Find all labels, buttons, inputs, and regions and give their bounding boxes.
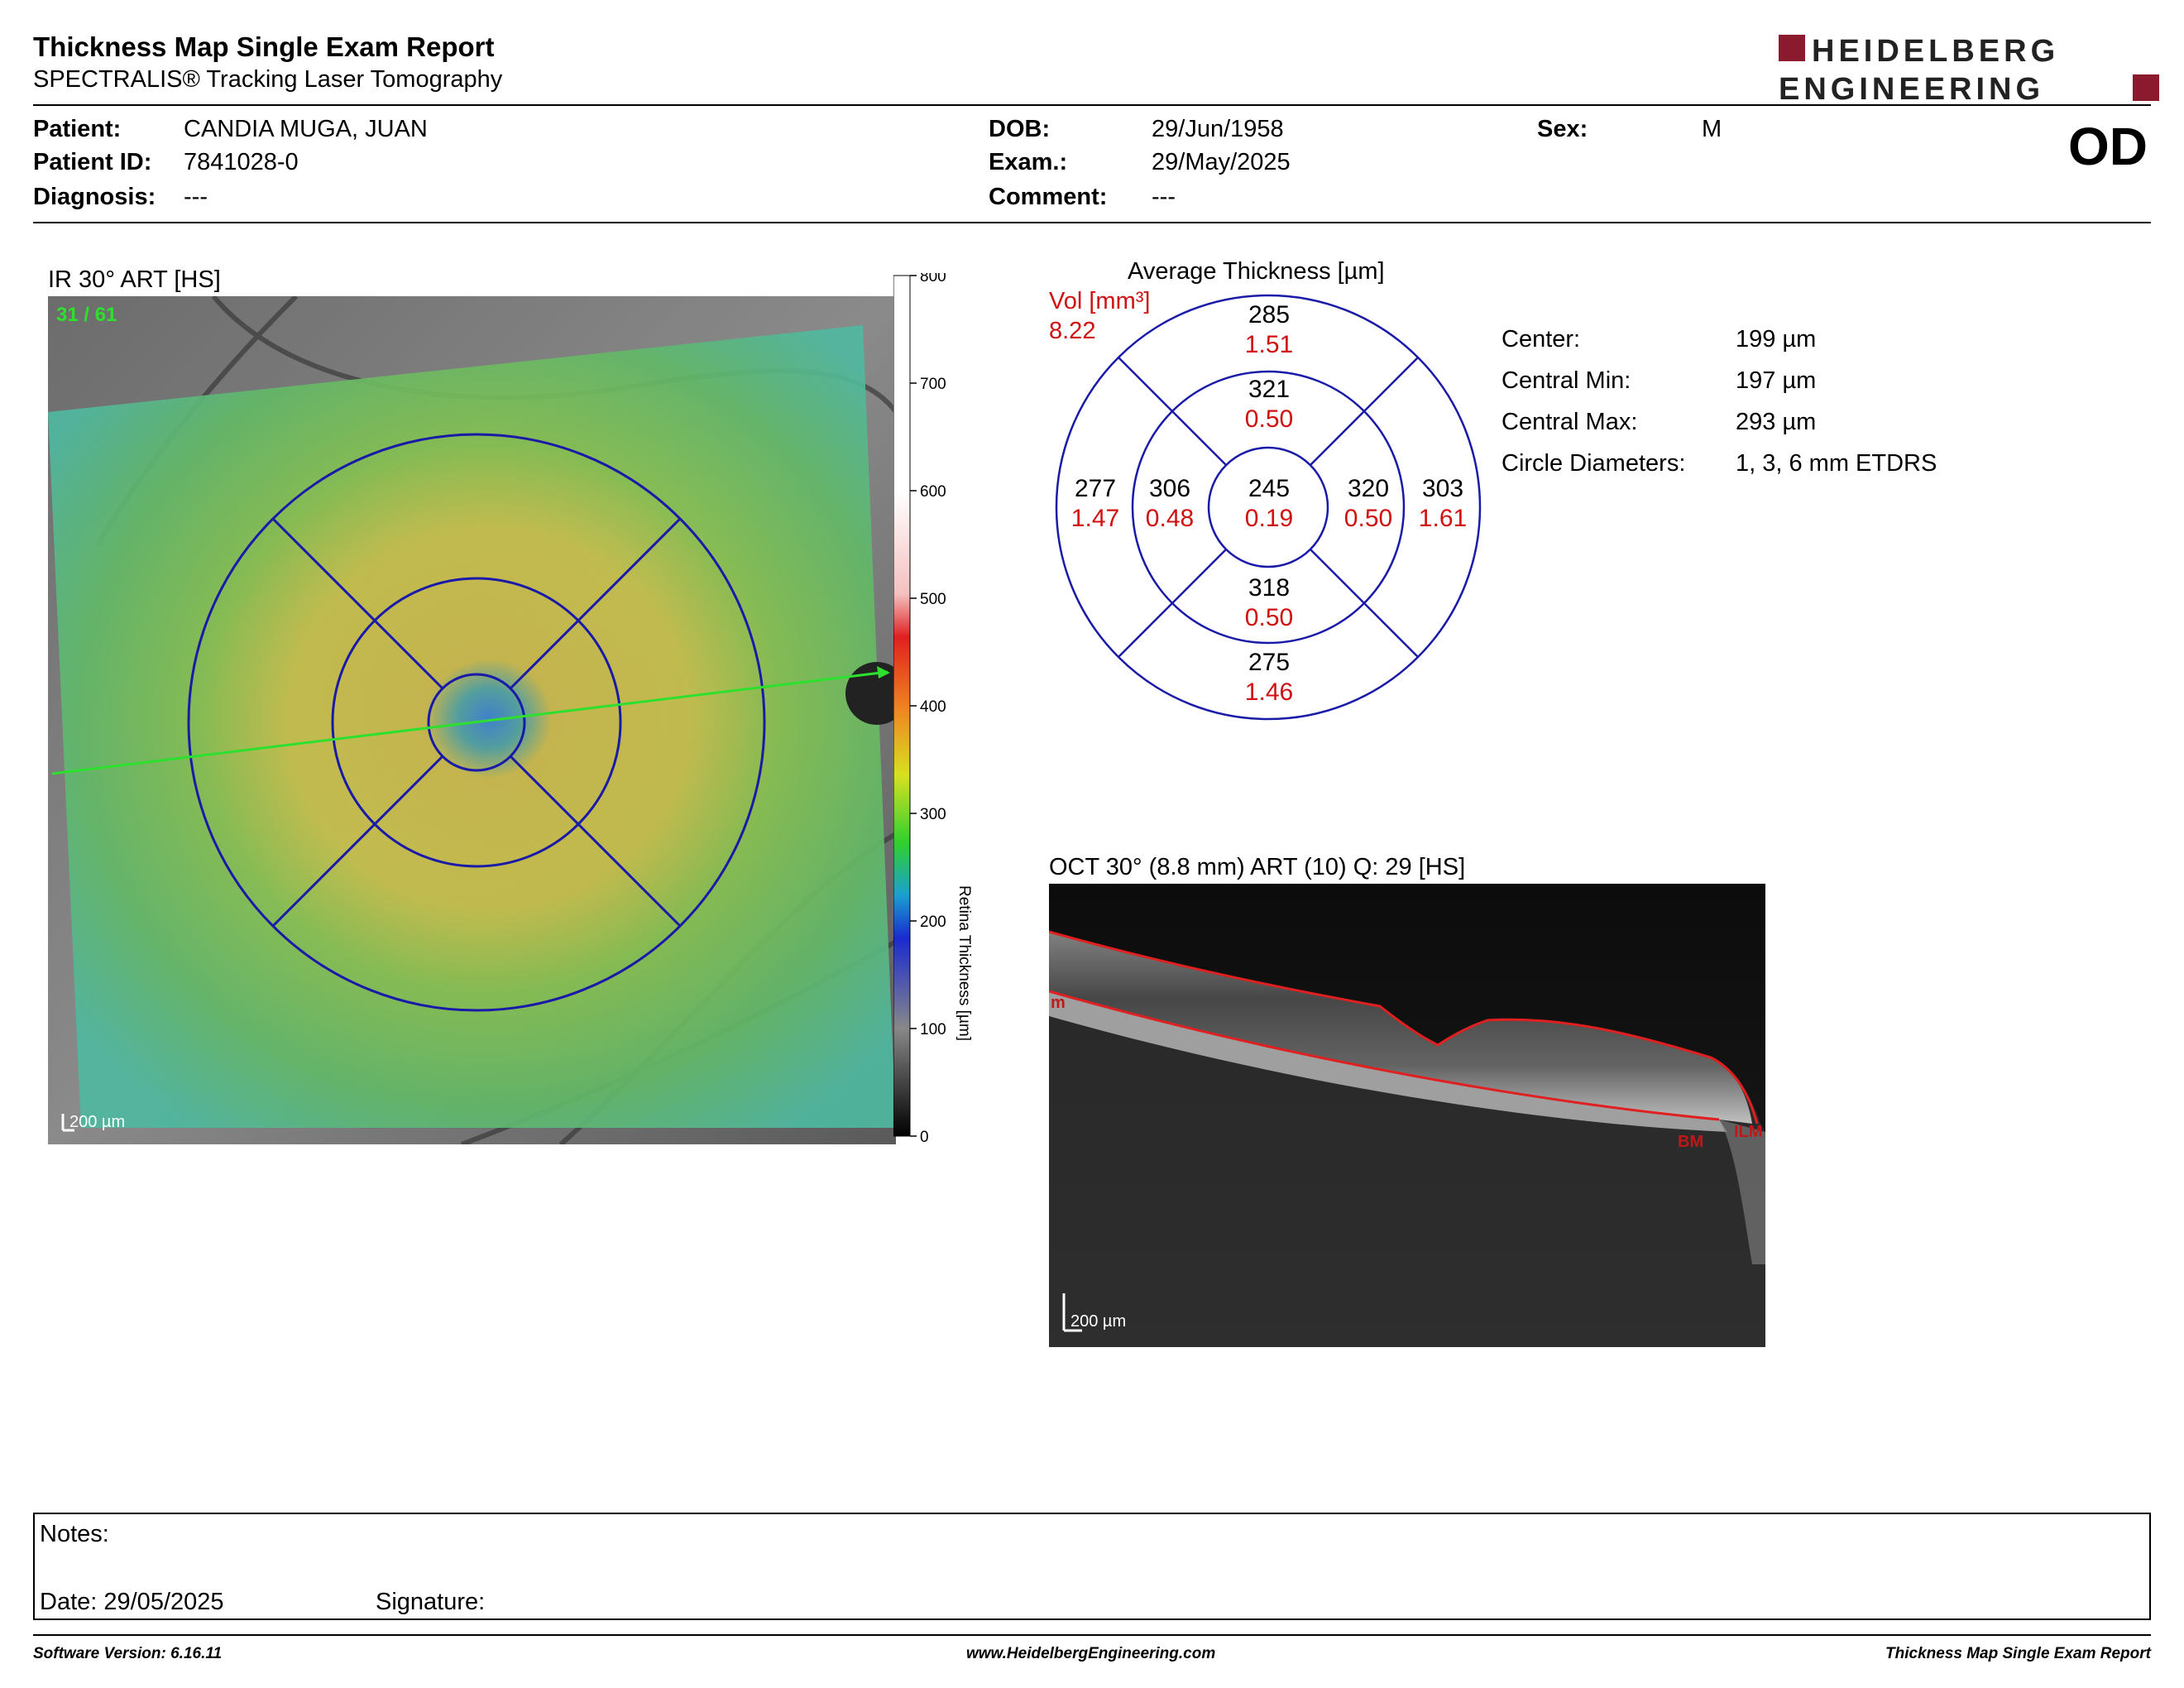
dob-label: DOB: bbox=[989, 116, 1051, 142]
software-version: Software Version: 6.16.11 bbox=[33, 1645, 223, 1662]
outer-nasal-volume: 1.47 bbox=[1070, 505, 1120, 532]
central-max-label: Central Max: bbox=[1502, 409, 1638, 435]
colorbar-label: Retina Thickness [µm] bbox=[956, 885, 973, 1041]
central-min-value: 197 µm bbox=[1736, 367, 1817, 394]
ilm-left-label: m bbox=[1051, 994, 1066, 1012]
colorbar-tick-label: 800 bbox=[920, 273, 946, 285]
scan-line bbox=[51, 670, 888, 775]
sex-label: Sex: bbox=[1537, 116, 1588, 142]
date-label: Date: 29/05/2025 bbox=[40, 1589, 224, 1615]
heidelberg-logo: HEIDELBERG ENGINEERING bbox=[1779, 34, 2159, 106]
colorbar-tick-label: 700 bbox=[920, 376, 946, 393]
outer-inferior-thickness: 275 bbox=[1248, 649, 1291, 676]
etdrs-overlay-grid bbox=[187, 433, 766, 1012]
report-subtitle: SPECTRALIS® Tracking Laser Tomography bbox=[33, 66, 503, 93]
bm-label: BM bbox=[1678, 1133, 1703, 1151]
oct-title: OCT 30° (8.8 mm) ART (10) Q: 29 [HS] bbox=[1049, 854, 1466, 880]
bm-boundary bbox=[1049, 990, 1720, 1121]
exam-value: 29/May/2025 bbox=[1152, 149, 1291, 175]
thickness-colorbar: 800 700 600 500 400 300 200 100 0 Retina Thickne… bbox=[893, 273, 973, 1146]
inner-superior-thickness: 321 bbox=[1248, 376, 1291, 403]
circle-diameters-value: 1, 3, 6 mm ETDRS bbox=[1736, 450, 1937, 477]
outer-nasal-thickness: 277 bbox=[1074, 475, 1117, 502]
exam-label: Exam.: bbox=[989, 149, 1068, 175]
patient-divider bbox=[33, 222, 2151, 223]
oct-scale-label: 200 µm bbox=[1070, 1312, 1126, 1331]
inner-superior-volume: 0.50 bbox=[1244, 405, 1294, 433]
inner-inferior-volume: 0.50 bbox=[1244, 604, 1294, 631]
ir-scale-label: 200 µm bbox=[69, 1113, 125, 1131]
colorbar-tick-label: 100 bbox=[920, 1021, 946, 1038]
ir-image-title: IR 30° ART [HS] bbox=[48, 266, 221, 293]
inner-temporal-thickness: 320 bbox=[1347, 475, 1390, 502]
inner-nasal-thickness: 306 bbox=[1148, 475, 1191, 502]
ilm-boundary bbox=[1049, 930, 1759, 1125]
ilm-label: ILM bbox=[1734, 1123, 1762, 1141]
ir-thickness-map: 31 / 61 200 µm bbox=[48, 296, 896, 1144]
etdrs-title: Average Thickness [µm] bbox=[1128, 258, 1385, 285]
center-stat-value: 199 µm bbox=[1736, 326, 1817, 352]
comment-value: --- bbox=[1152, 184, 1176, 210]
patient-label: Patient: bbox=[33, 116, 122, 142]
notes-label: Notes: bbox=[40, 1521, 109, 1547]
frame-label: 31 / 61 bbox=[56, 304, 117, 326]
etdrs-grid bbox=[1055, 294, 1482, 721]
footer-divider bbox=[33, 1634, 2151, 1636]
patient-id-label: Patient ID: bbox=[33, 149, 152, 175]
colorbar-tick-label: 500 bbox=[920, 591, 946, 608]
logo-line1: HEIDELBERG bbox=[1812, 34, 2059, 69]
eye-indicator: OD bbox=[2068, 117, 2148, 176]
center-volume: 0.19 bbox=[1244, 505, 1294, 532]
inner-temporal-volume: 0.50 bbox=[1343, 505, 1393, 532]
logo-line2: ENGINEERING bbox=[1779, 72, 2044, 106]
central-max-value: 293 µm bbox=[1736, 409, 1817, 435]
center-stat-label: Center: bbox=[1502, 326, 1581, 352]
report-title: Thickness Map Single Exam Report bbox=[33, 31, 495, 62]
outer-superior-volume: 1.51 bbox=[1244, 331, 1294, 358]
colorbar-tick-label: 200 bbox=[920, 914, 946, 931]
central-min-label: Central Min: bbox=[1502, 367, 1631, 394]
center-thickness: 245 bbox=[1248, 475, 1291, 502]
patient-id-value: 7841028-0 bbox=[184, 149, 299, 175]
header-divider bbox=[33, 104, 2151, 106]
vol-label: Vol [mm³] bbox=[1049, 288, 1151, 314]
circle-diameters-label: Circle Diameters: bbox=[1502, 450, 1686, 477]
patient-value: CANDIA MUGA, JUAN bbox=[184, 116, 428, 142]
outer-temporal-thickness: 303 bbox=[1421, 475, 1464, 502]
notes-box bbox=[33, 1513, 2151, 1620]
website-link[interactable]: www.HeidelbergEngineering.com bbox=[966, 1645, 1216, 1662]
signature-label: Signature: bbox=[376, 1589, 486, 1615]
outer-superior-thickness: 285 bbox=[1248, 301, 1291, 328]
inner-inferior-thickness: 318 bbox=[1248, 574, 1291, 602]
oct-bscan: m BM ILM 200 µm bbox=[1049, 884, 1765, 1347]
sex-value: M bbox=[1702, 116, 1722, 142]
diagnosis-value: --- bbox=[184, 184, 208, 210]
vol-total: 8.22 bbox=[1049, 318, 1096, 344]
diagnosis-label: Diagnosis: bbox=[33, 184, 156, 210]
outer-temporal-volume: 1.61 bbox=[1418, 505, 1468, 532]
dob-value: 29/Jun/1958 bbox=[1152, 116, 1284, 142]
comment-label: Comment: bbox=[989, 184, 1108, 210]
report-name-footer: Thickness Map Single Exam Report bbox=[1885, 1645, 2151, 1662]
colorbar-tick-label: 600 bbox=[920, 483, 946, 501]
colorbar-tick-label: 400 bbox=[920, 698, 946, 716]
inner-nasal-volume: 0.48 bbox=[1145, 505, 1195, 532]
colorbar-tick-label: 0 bbox=[920, 1129, 929, 1146]
colorbar-tick-label: 300 bbox=[920, 806, 946, 823]
outer-inferior-volume: 1.46 bbox=[1244, 679, 1294, 706]
